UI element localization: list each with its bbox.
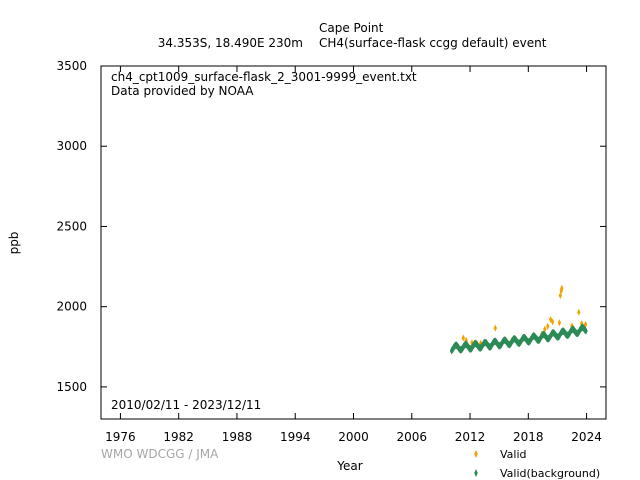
x-tick-label: 2018 — [513, 430, 544, 444]
legend-valid-marker — [474, 450, 478, 458]
legend-background-marker — [474, 469, 478, 477]
location-subtitle: 34.353S, 18.490E 230m — [158, 36, 303, 50]
x-axis: 1976 1982 1988 1994 2000 2006 2012 2018 2024 — [105, 66, 602, 444]
y-axis: 1500 2000 2500 3000 3500 — [56, 59, 606, 394]
y-tick-label: 3500 — [56, 59, 87, 73]
x-axis-label: Year — [336, 459, 362, 473]
data-point-valid — [461, 334, 465, 342]
x-tick-label: 2000 — [338, 430, 369, 444]
x-tick-label: 1988 — [222, 430, 253, 444]
y-axis-label: ppb — [7, 232, 21, 255]
x-tick-label: 1982 — [163, 430, 194, 444]
data-point-valid — [548, 316, 553, 324]
data-point-valid — [558, 291, 563, 299]
data-point-valid — [583, 320, 588, 328]
y-tick-label: 3000 — [56, 139, 87, 153]
data-point-valid — [493, 324, 497, 332]
x-tick-label: 1994 — [280, 430, 311, 444]
series-valid-background — [449, 323, 588, 355]
credit-text: WMO WDCGG / JMA — [101, 447, 219, 461]
plot-area — [100, 65, 607, 420]
x-tick-label: 1976 — [105, 430, 136, 444]
data-point-valid — [577, 308, 581, 316]
x-tick-label: 2006 — [396, 430, 427, 444]
data-point-valid — [580, 320, 584, 328]
legend-valid-label: Valid — [500, 448, 527, 461]
y-tick-label: 2000 — [56, 300, 87, 314]
y-tick-label: 2500 — [56, 219, 87, 233]
station-title: Cape Point — [319, 21, 384, 35]
x-tick-label: 2024 — [571, 430, 602, 444]
data-point-valid — [543, 325, 547, 333]
legend-background-label: Valid(background) — [500, 467, 600, 480]
data-point-background — [584, 327, 588, 335]
legend: Valid Valid(background) — [474, 448, 600, 480]
data-point-valid — [546, 322, 550, 330]
dataset-subtitle: CH4(surface-flask ccgg default) event — [319, 36, 547, 50]
data-point-valid — [550, 318, 555, 326]
y-tick-label: 1500 — [56, 380, 87, 394]
x-tick-label: 2012 — [455, 430, 486, 444]
data-point-valid — [560, 284, 564, 292]
inset-filename: ch4_cpt1009_surface-flask_2_3001-9999_ev… — [111, 70, 417, 84]
inset-provider: Data provided by NOAA — [111, 84, 254, 98]
data-point-valid — [557, 319, 562, 327]
inset-date-range: 2010/02/11 - 2023/12/11 — [111, 398, 261, 412]
